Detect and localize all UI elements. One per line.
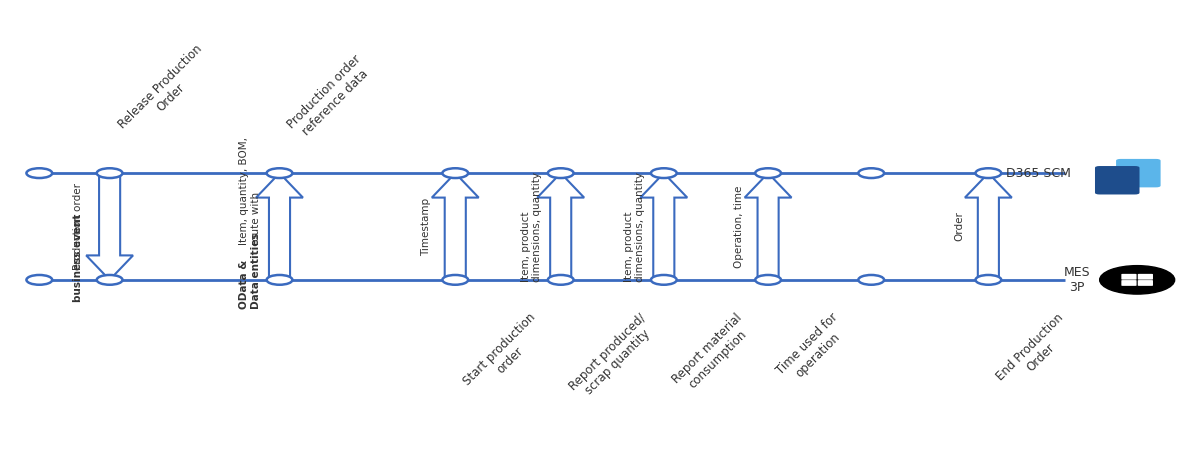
Text: End Production
Order: End Production Order [995, 311, 1077, 394]
Text: Item, quantity, BOM,
route with: Item, quantity, BOM, route with [240, 137, 261, 245]
FancyBboxPatch shape [1138, 274, 1153, 280]
FancyArrow shape [745, 173, 792, 280]
Circle shape [548, 275, 573, 285]
Text: Item, product
dimensions, quantity: Item, product dimensions, quantity [520, 172, 543, 281]
Circle shape [26, 275, 52, 285]
Circle shape [442, 275, 468, 285]
FancyArrow shape [965, 173, 1011, 280]
Circle shape [97, 168, 123, 178]
FancyBboxPatch shape [1121, 280, 1136, 286]
FancyBboxPatch shape [1116, 159, 1161, 188]
Circle shape [858, 168, 884, 178]
Circle shape [442, 168, 468, 178]
Circle shape [755, 275, 781, 285]
FancyBboxPatch shape [1121, 274, 1136, 280]
Text: business event: business event [73, 213, 83, 302]
FancyBboxPatch shape [1095, 166, 1140, 194]
Text: OData &
Data entities: OData & Data entities [240, 233, 261, 309]
FancyArrow shape [432, 173, 479, 280]
Circle shape [548, 168, 573, 178]
Circle shape [755, 168, 781, 178]
Circle shape [267, 275, 293, 285]
Text: Order: Order [955, 212, 964, 241]
FancyArrow shape [537, 173, 584, 280]
Circle shape [267, 168, 293, 178]
Circle shape [651, 168, 676, 178]
FancyBboxPatch shape [1138, 280, 1153, 286]
Circle shape [976, 168, 1002, 178]
Circle shape [97, 275, 123, 285]
Text: Start production
order: Start production order [461, 311, 549, 399]
Text: MES
3P: MES 3P [1063, 266, 1090, 294]
Circle shape [651, 275, 676, 285]
Text: D365 SCM: D365 SCM [1005, 167, 1070, 180]
Text: Operation, time: Operation, time [734, 185, 743, 268]
Circle shape [858, 275, 884, 285]
Text: Production order
reference data: Production order reference data [286, 53, 374, 142]
Text: Time used for
operation: Time used for operation [774, 311, 851, 388]
Text: Release Production
Order: Release Production Order [116, 43, 215, 142]
Circle shape [976, 275, 1002, 285]
Text: Report produced/
scrap quantity: Report produced/ scrap quantity [566, 311, 658, 403]
FancyArrow shape [256, 173, 303, 280]
FancyArrow shape [641, 173, 687, 280]
Text: Item, product
dimensions, quantity: Item, product dimensions, quantity [624, 172, 645, 281]
Text: Production order: Production order [73, 183, 83, 270]
Circle shape [26, 168, 52, 178]
FancyArrow shape [86, 173, 133, 280]
Circle shape [1100, 265, 1174, 294]
Text: Timestamp: Timestamp [421, 198, 431, 255]
Text: Report material
consumption: Report material consumption [670, 311, 755, 396]
